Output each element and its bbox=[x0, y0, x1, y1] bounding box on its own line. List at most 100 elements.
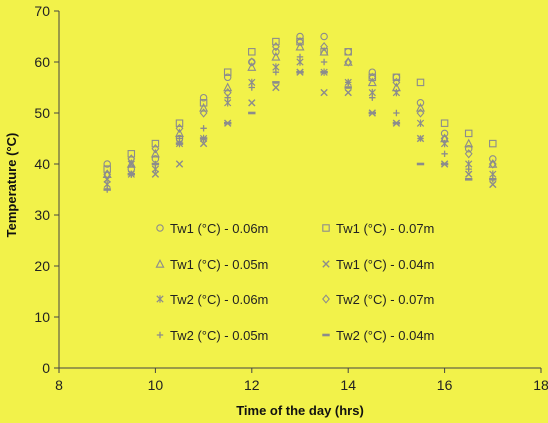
data-point bbox=[272, 83, 280, 92]
legend-marker bbox=[155, 258, 165, 268]
data-point bbox=[488, 159, 497, 169]
data-point bbox=[126, 158, 136, 168]
data-point bbox=[272, 81, 280, 84]
legend-label: Tw1 (°C) - 0.05m bbox=[170, 257, 268, 272]
data-point bbox=[392, 88, 401, 97]
data-point bbox=[415, 102, 426, 112]
data-point bbox=[296, 32, 304, 41]
x-tick-label: 12 bbox=[244, 377, 260, 393]
data-point bbox=[319, 46, 329, 56]
legend-label: Tw2 (°C) - 0.04m bbox=[336, 328, 434, 343]
legend-item: Tw1 (°C) - 0.06m bbox=[156, 221, 268, 236]
legend-marker bbox=[322, 333, 330, 337]
data-point bbox=[247, 57, 256, 67]
data-point bbox=[368, 111, 376, 115]
data-point bbox=[199, 137, 208, 140]
data-point bbox=[344, 48, 352, 56]
data-point bbox=[320, 42, 329, 52]
axes bbox=[54, 10, 542, 373]
data-point bbox=[416, 162, 425, 166]
data-point bbox=[295, 41, 305, 51]
legend-label: Tw2 (°C) - 0.07m bbox=[336, 292, 434, 307]
legend-marker bbox=[156, 224, 164, 232]
series-8 bbox=[103, 70, 497, 191]
data-point bbox=[392, 77, 401, 88]
data-point bbox=[440, 139, 449, 148]
data-point bbox=[367, 77, 377, 87]
x-tick-label: 8 bbox=[55, 377, 63, 393]
legend-marker bbox=[156, 331, 164, 339]
legend-item: Tw1 (°C) - 0.04m bbox=[322, 257, 434, 272]
tick-labels: 8 10 12 14 16 18 0 10 20 30 40 50 60 70 bbox=[34, 3, 548, 393]
data-point bbox=[223, 68, 232, 76]
legend-item: Tw2 (°C) - 0.06m bbox=[156, 292, 268, 307]
data-point bbox=[103, 188, 111, 191]
data-point bbox=[175, 119, 184, 127]
y-tick-label: 40 bbox=[34, 156, 50, 172]
data-point bbox=[440, 119, 449, 127]
data-point bbox=[199, 99, 208, 107]
data-point bbox=[489, 180, 497, 189]
data-point bbox=[175, 160, 184, 168]
data-point bbox=[345, 79, 352, 86]
data-point bbox=[224, 94, 231, 101]
data-point bbox=[464, 138, 474, 148]
data-point bbox=[151, 144, 160, 154]
data-point bbox=[417, 135, 424, 142]
data-point bbox=[369, 94, 376, 101]
data-point bbox=[175, 142, 184, 145]
y-tick-label: 0 bbox=[42, 360, 50, 376]
y-tick-label: 30 bbox=[34, 207, 50, 223]
data-point bbox=[441, 150, 448, 157]
data-point bbox=[127, 160, 135, 168]
data-point bbox=[392, 121, 401, 125]
data-point bbox=[248, 48, 256, 56]
data-point bbox=[489, 178, 497, 181]
data-point bbox=[344, 57, 353, 67]
data-point bbox=[465, 170, 473, 178]
series-3 bbox=[102, 41, 498, 178]
legend-label: Tw2 (°C) - 0.05m bbox=[170, 328, 268, 343]
data-point bbox=[103, 160, 111, 168]
y-tick-label: 10 bbox=[34, 309, 50, 325]
legend-item: Tw1 (°C) - 0.07m bbox=[322, 221, 434, 236]
data-point bbox=[465, 165, 472, 173]
legend-marker bbox=[322, 294, 330, 304]
data-point bbox=[272, 37, 280, 46]
data-point bbox=[272, 48, 280, 56]
data-point bbox=[248, 84, 255, 91]
data-point bbox=[489, 139, 497, 148]
data-point bbox=[440, 129, 449, 138]
data-point bbox=[151, 139, 160, 148]
y-tick-label: 20 bbox=[34, 258, 50, 274]
data-point bbox=[489, 155, 497, 163]
data-point bbox=[440, 133, 449, 144]
data-point bbox=[368, 68, 377, 76]
x-tick-label: 16 bbox=[437, 377, 453, 393]
y-axis-title: Temperature (°C) bbox=[4, 133, 19, 238]
data-point bbox=[127, 172, 135, 176]
data-point bbox=[224, 121, 232, 125]
x-tick-label: 14 bbox=[340, 377, 356, 393]
data-point bbox=[368, 72, 377, 82]
data-point bbox=[416, 99, 425, 107]
legend-marker bbox=[322, 224, 330, 232]
data-point bbox=[320, 88, 328, 97]
legend-item: Tw2 (°C) - 0.04m bbox=[322, 328, 434, 343]
data-point bbox=[296, 70, 304, 74]
data-point bbox=[223, 73, 232, 82]
data-point bbox=[248, 111, 256, 115]
data-point bbox=[200, 125, 207, 132]
data-point bbox=[103, 169, 112, 179]
data-point bbox=[199, 108, 208, 118]
data-point bbox=[416, 108, 425, 118]
legend: Tw1 (°C) - 0.06m Tw1 (°C) - 0.07m Tw1 (°C)… bbox=[155, 221, 434, 343]
legend-marker bbox=[156, 295, 164, 303]
data-point bbox=[392, 73, 401, 82]
x-tick-label: 18 bbox=[533, 377, 548, 393]
legend-item: Tw2 (°C) - 0.07m bbox=[322, 292, 434, 307]
x-tick-label: 10 bbox=[148, 377, 164, 393]
data-point bbox=[296, 53, 304, 61]
data-point bbox=[440, 162, 449, 166]
